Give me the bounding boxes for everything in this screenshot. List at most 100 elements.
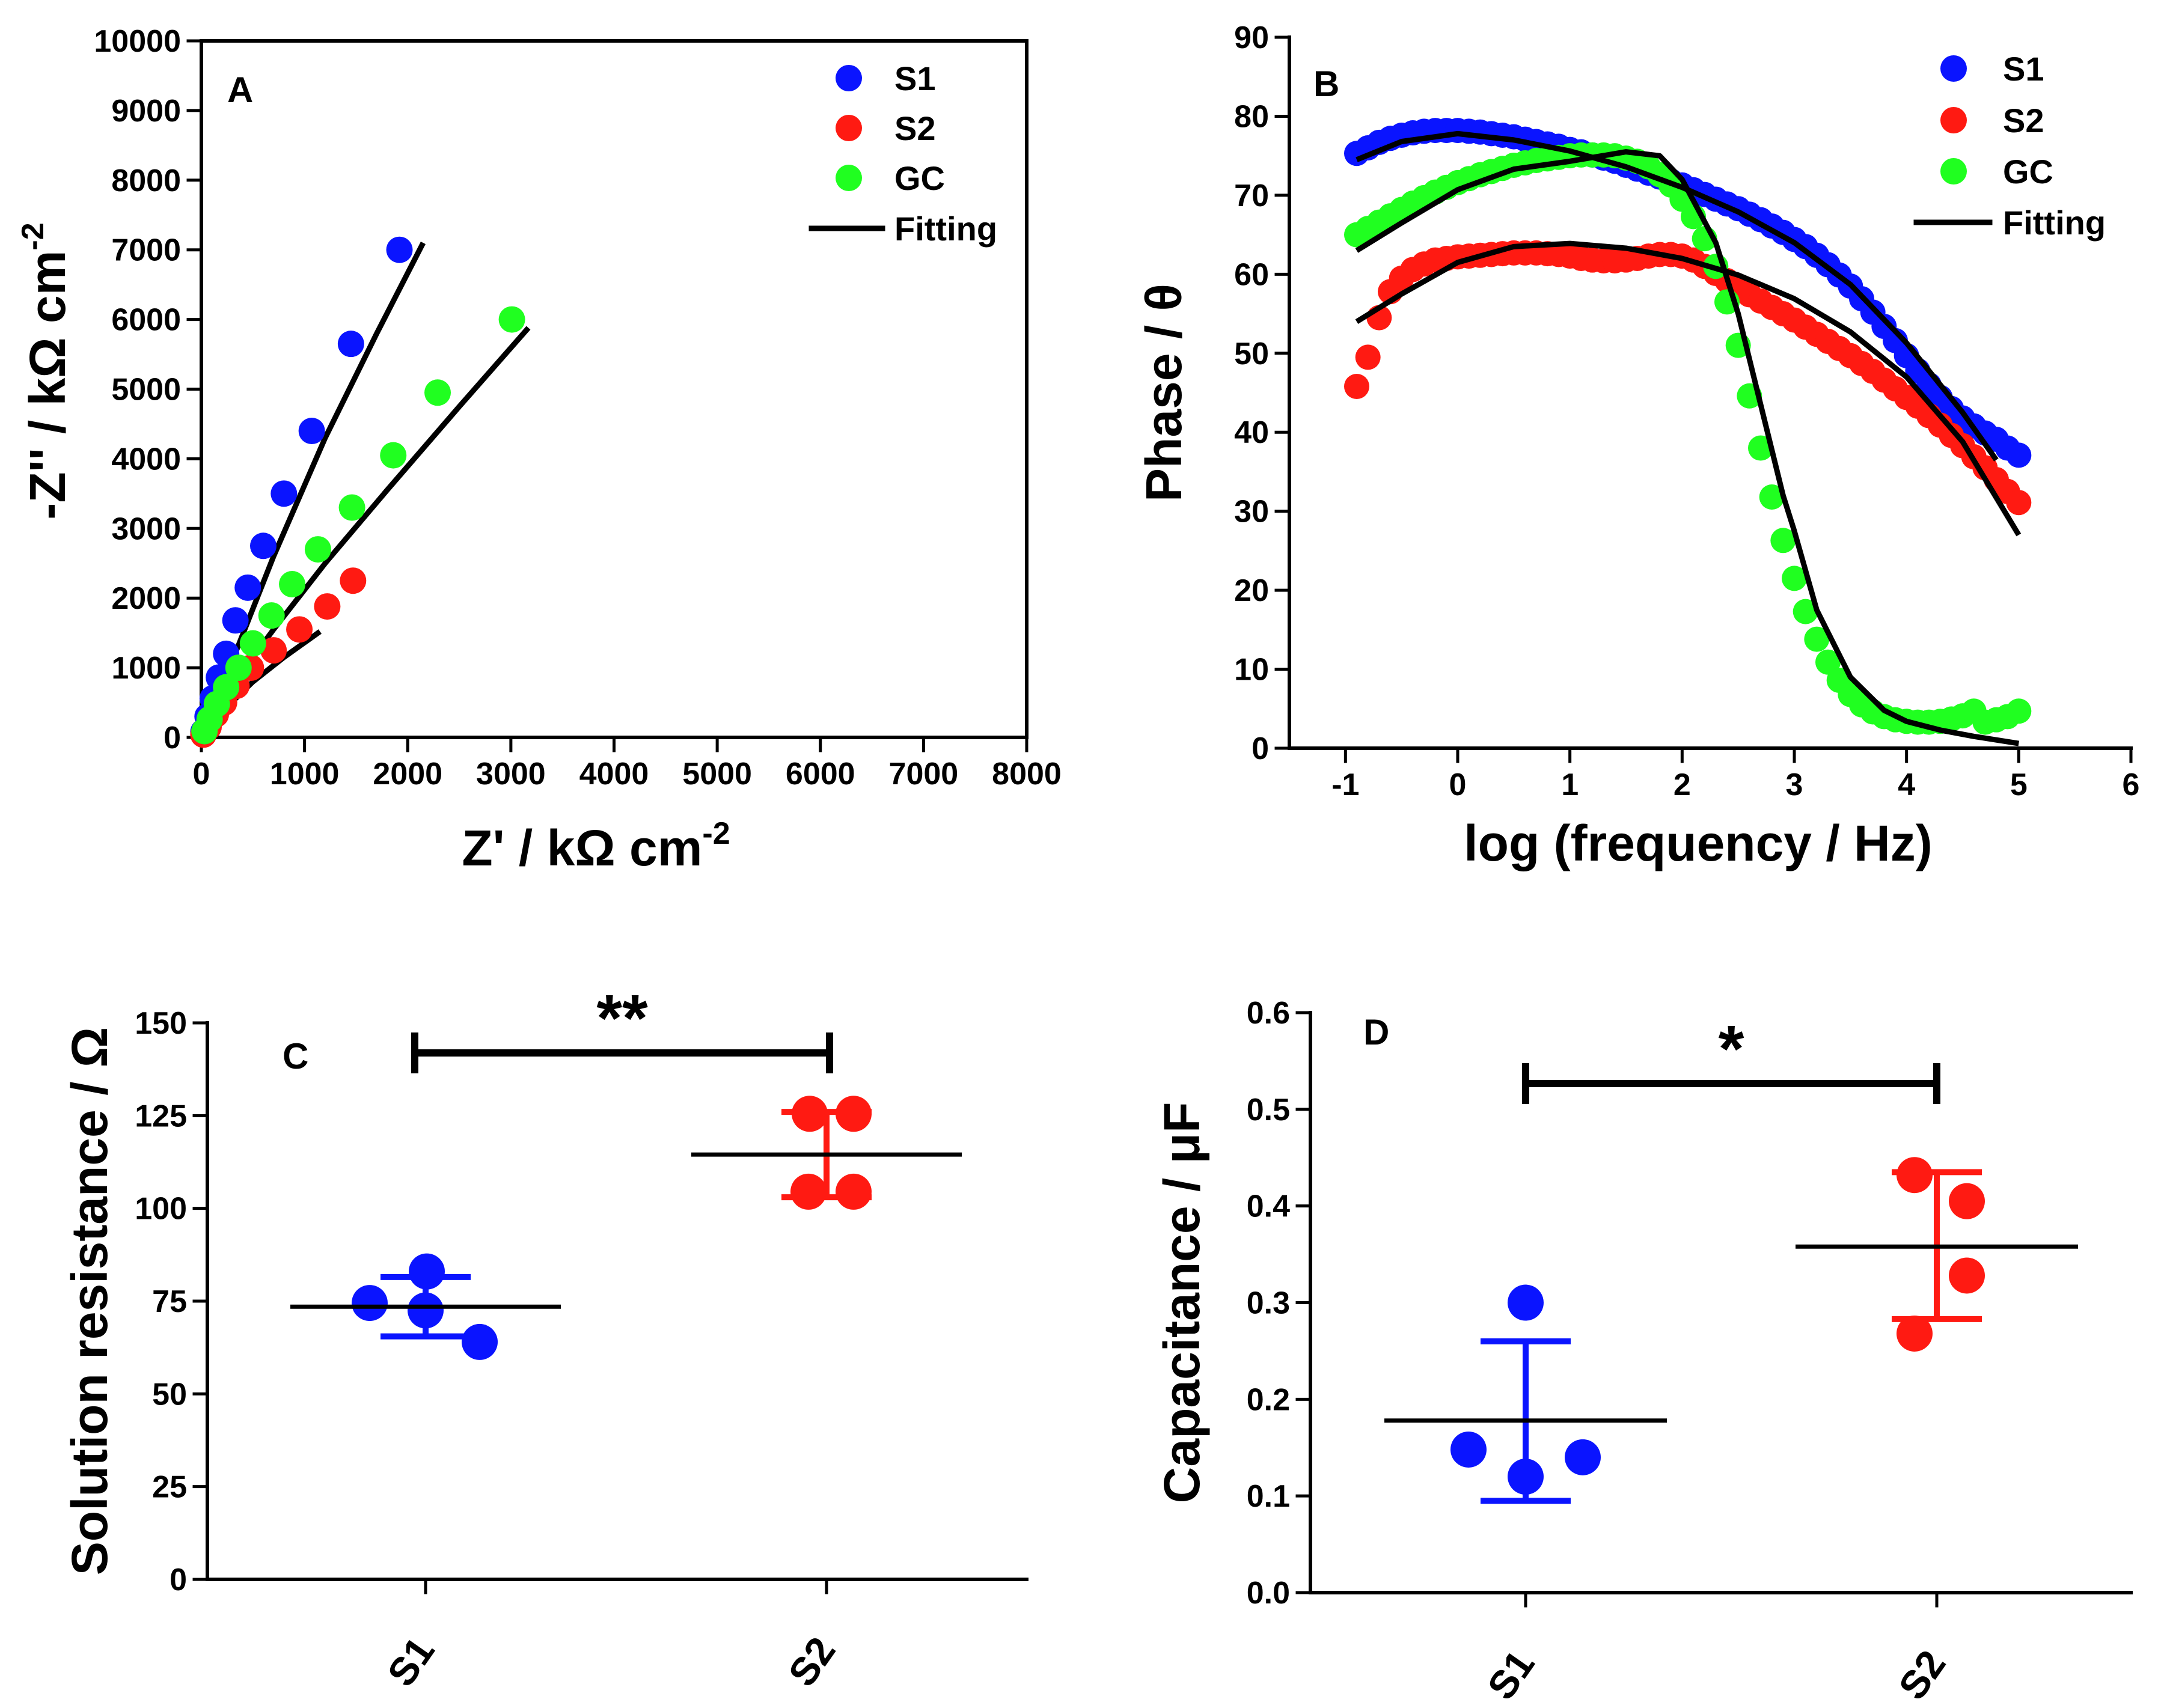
panel-b-x-tick-label: 0 bbox=[1449, 767, 1467, 802]
panel-b-legend-label: S1 bbox=[2003, 50, 2044, 88]
panel-b-y-tick-label: 10 bbox=[1234, 653, 1269, 688]
panel-b-legend-label: GC bbox=[2003, 153, 2053, 191]
panel-b-y-tick-label: 90 bbox=[1234, 20, 1269, 55]
panel-a-point-s1 bbox=[234, 574, 261, 601]
panel-a-point-s2 bbox=[340, 567, 367, 594]
panel-b-point-gc bbox=[1804, 626, 1830, 652]
panel-a-y-label: -Z'' / kΩ cm-2 bbox=[16, 222, 76, 519]
panel-a-legend-marker-gc bbox=[836, 165, 862, 191]
panel-b-y-tick-label: 0 bbox=[1252, 731, 1269, 766]
panel-b-legend-marker-s1 bbox=[1940, 55, 1967, 82]
panel-c-y-tick-label: 0 bbox=[170, 1563, 187, 1597]
panel-d-y-tick-label: 0.4 bbox=[1247, 1189, 1290, 1224]
panel-a-x-tick-label: 1000 bbox=[270, 757, 340, 791]
panel-b-y-tick-label: 40 bbox=[1234, 415, 1269, 450]
panel-b-x-label: log (frequency / Hz) bbox=[1464, 815, 1932, 871]
panel-c-y-tick-label: 75 bbox=[152, 1284, 187, 1319]
panel-d-x-category-label: S2 bbox=[1890, 1642, 1954, 1708]
panel-b-point-gc bbox=[1815, 649, 1841, 675]
panel-a-x-tick-label: 3000 bbox=[476, 757, 546, 791]
panel-a-y-tick-label: 3000 bbox=[111, 511, 181, 546]
panel-a-y-tick-label: 9000 bbox=[111, 94, 181, 129]
panel-b-x-tick-label: -1 bbox=[1331, 767, 1359, 802]
panel-b-point-gc bbox=[1793, 599, 1818, 624]
panel-c-point-s1 bbox=[409, 1253, 445, 1290]
panel-b-point-gc bbox=[1759, 484, 1785, 510]
panel-b-y-tick-label: 70 bbox=[1234, 178, 1269, 213]
panel-b-letter: B bbox=[1313, 64, 1339, 104]
panel-a-point-gc bbox=[225, 654, 252, 682]
panel-b-fit-s1 bbox=[1356, 130, 1999, 462]
panel-a-y-tick-label: 8000 bbox=[111, 163, 181, 198]
panel-a-point-gc bbox=[338, 494, 365, 521]
panel-c-y-tick-label: 100 bbox=[135, 1192, 187, 1227]
panel-b-point-gc bbox=[1748, 435, 1773, 461]
panel-a-point-gc bbox=[239, 630, 266, 657]
panel-d-point-s1 bbox=[1565, 1439, 1601, 1475]
panel-a-legend-label: S1 bbox=[894, 59, 936, 97]
panel-b-y-tick-label: 80 bbox=[1234, 99, 1269, 134]
panel-c-x-category-label: S1 bbox=[379, 1629, 443, 1695]
panel-d-x-category-label: S1 bbox=[1479, 1642, 1543, 1708]
panel-a-point-gc bbox=[424, 379, 451, 406]
panel-d-point-s1 bbox=[1508, 1459, 1544, 1495]
panel-d-y-label: Capacitance / μF bbox=[1154, 1102, 1210, 1504]
panel-c-point-s1 bbox=[408, 1292, 444, 1329]
panel-b-x-tick-label: 1 bbox=[1561, 767, 1579, 802]
panel-b-legend-label: Fitting bbox=[2003, 204, 2106, 242]
panel-b-y-label: Phase / θ bbox=[1136, 284, 1192, 502]
panel-a-x-label-sup: -2 bbox=[702, 816, 730, 851]
panel-b-point-s2 bbox=[1355, 344, 1381, 370]
panel-a-y-tick-label: 7000 bbox=[111, 233, 181, 268]
panel-a-point-s2 bbox=[314, 593, 341, 620]
panel-a-y-tick-label: 1000 bbox=[111, 651, 181, 686]
panel-a-y-tick-label: 0 bbox=[164, 721, 181, 755]
panel-a-legend-label: GC bbox=[894, 159, 945, 197]
panel-d-point-s2 bbox=[1949, 1183, 1985, 1219]
panel-c-point-s2 bbox=[790, 1173, 827, 1210]
panel-a-x-tick-label: 4000 bbox=[579, 757, 649, 791]
panel-b-point-s2 bbox=[1344, 373, 1369, 399]
panel-a-point-s1 bbox=[386, 236, 413, 263]
panel-a-y-tick-label: 6000 bbox=[111, 303, 181, 338]
panel-d-point-s2 bbox=[1897, 1315, 1933, 1352]
panel-b-y-tick-label: 60 bbox=[1234, 257, 1269, 292]
panel-a-point-gc bbox=[380, 442, 407, 469]
panel-b-point-gc bbox=[1782, 566, 1807, 591]
panel-c-x-category-label: S2 bbox=[780, 1629, 844, 1695]
panel-d-y-tick-label: 0.5 bbox=[1247, 1093, 1290, 1127]
panel-a-point-gc bbox=[258, 602, 285, 629]
panel-d-point-s1 bbox=[1508, 1284, 1544, 1321]
panel-a-x-tick-label: 2000 bbox=[373, 757, 442, 791]
panel-a-legend-marker-s1 bbox=[836, 65, 862, 91]
panel-c-significance-label: ** bbox=[596, 981, 648, 1055]
panel-b-point-gc bbox=[1770, 528, 1796, 554]
panel-b-legend-marker-gc bbox=[1940, 158, 1967, 185]
panel-a-point-s2 bbox=[286, 616, 313, 643]
panel-a-x-tick-label: 8000 bbox=[992, 757, 1062, 791]
panel-a-point-s1 bbox=[222, 607, 249, 634]
panel-b-legend-marker-s2 bbox=[1940, 107, 1967, 133]
panel-a-point-gc bbox=[498, 306, 525, 333]
panel-d-y-tick-label: 0.2 bbox=[1247, 1382, 1290, 1417]
panel-d-y-tick-label: 0.1 bbox=[1247, 1479, 1290, 1514]
panel-a-x-tick-label: 6000 bbox=[786, 757, 855, 791]
panel-c-y-tick-label: 125 bbox=[135, 1099, 187, 1133]
panel-a-point-s2 bbox=[260, 637, 287, 664]
panel-d-point-s1 bbox=[1450, 1431, 1487, 1468]
panel-b-x-tick-label: 2 bbox=[1673, 767, 1691, 802]
panel-b-y-tick-label: 30 bbox=[1234, 495, 1269, 529]
panel-d-y-tick-label: 0.6 bbox=[1247, 996, 1290, 1031]
panel-a-x-tick-label: 7000 bbox=[889, 757, 959, 791]
panel-b-point-gc bbox=[2006, 698, 2032, 724]
panel-a-y-tick-label: 4000 bbox=[111, 442, 181, 477]
panel-c-y-label: Solution resistance / Ω bbox=[61, 1027, 118, 1575]
panel-a-legend-marker-s2 bbox=[836, 115, 862, 141]
panel-d-significance-label: * bbox=[1719, 1012, 1744, 1086]
panel-c-letter: C bbox=[283, 1036, 308, 1076]
panel-b-fit-s2 bbox=[1355, 240, 2022, 537]
panel-a-x-label: Z' / kΩ cm-2 bbox=[462, 816, 730, 876]
panel-a-point-gc bbox=[279, 571, 306, 598]
panel-c-point-s2 bbox=[836, 1173, 872, 1210]
panel-a-point-s1 bbox=[337, 331, 364, 358]
